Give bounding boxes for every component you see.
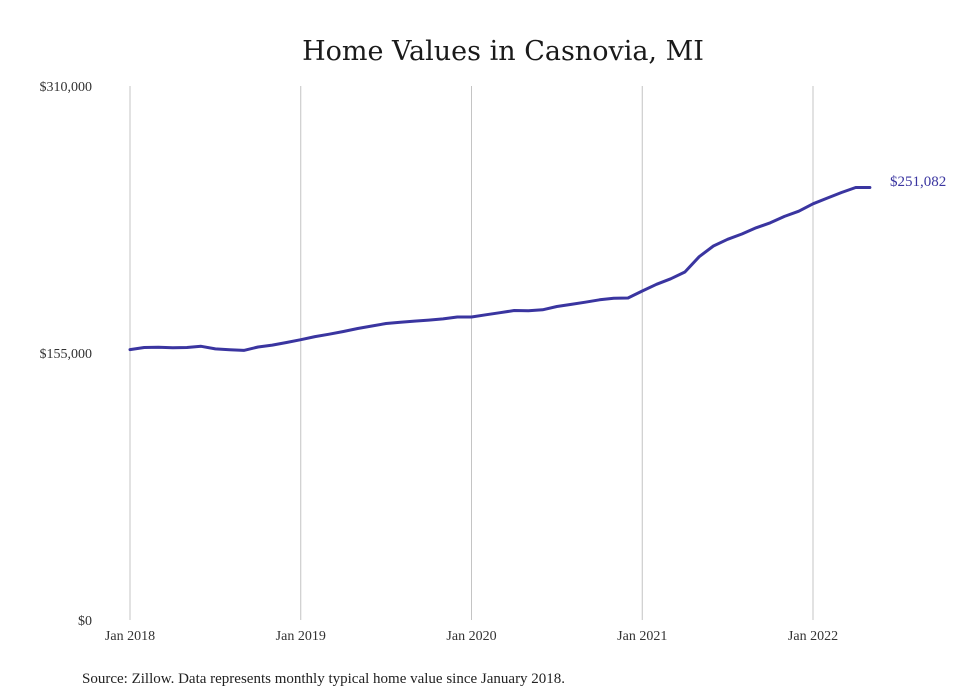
x-tick-label-2021-01: Jan 2021: [617, 629, 667, 644]
chart-title: Home Values in Casnovia, MI: [302, 36, 704, 67]
y-tick-label-0: $0: [78, 614, 92, 629]
series-line-0: [128, 186, 872, 352]
end-value-label: $251,082: [890, 174, 946, 190]
y-tick-label-310000: $310,000: [40, 80, 93, 95]
x-axis-ticks: Jan 2018 Jan 2019 Jan 2020 Jan 2021 Jan 2022: [105, 629, 838, 644]
y-axis-ticks: $0 $155,000 $310,000: [40, 80, 93, 629]
source-note: Source: Zillow. Data represents monthly …: [82, 671, 565, 687]
x-tick-label-2019-01: Jan 2019: [276, 629, 326, 644]
y-tick-label-155000: $155,000: [40, 347, 93, 362]
grid-lines: [129, 86, 814, 620]
x-tick-label-2022-01: Jan 2022: [788, 629, 838, 644]
x-tick-label-2020-01: Jan 2020: [446, 629, 496, 644]
x-tick-label-2018-01: Jan 2018: [105, 629, 155, 644]
series-layer: [128, 186, 872, 352]
